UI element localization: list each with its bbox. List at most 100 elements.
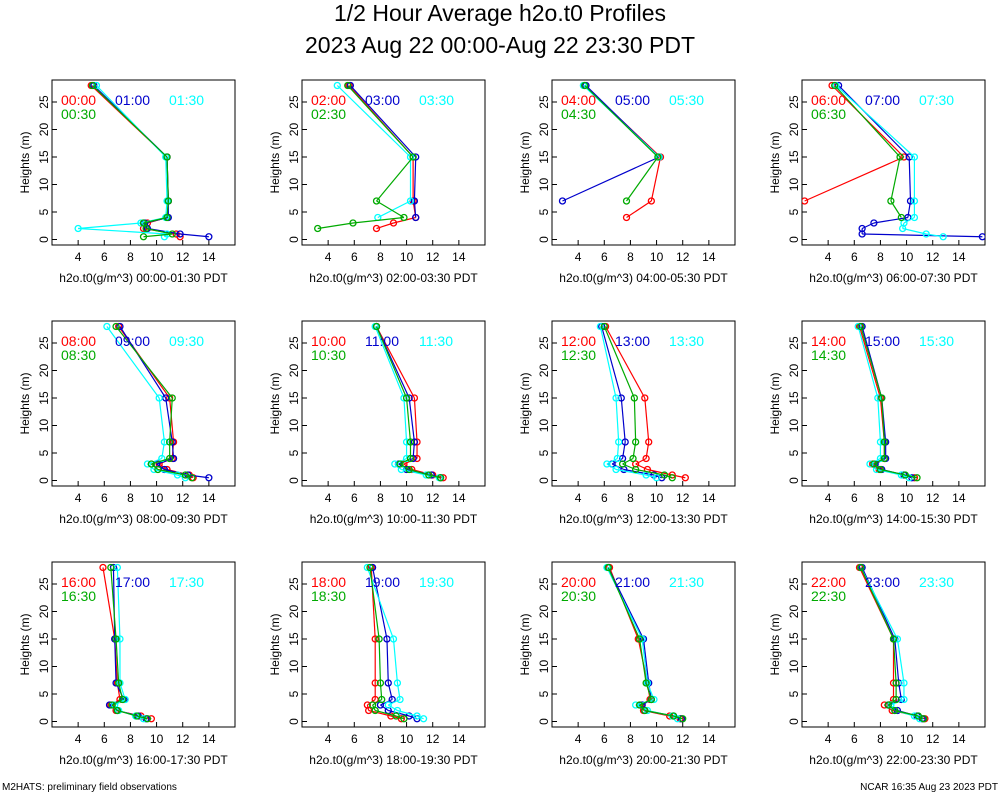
y-tick-label: 0 — [537, 477, 551, 484]
data-point — [425, 471, 433, 479]
series-line-segment — [647, 468, 673, 476]
series-line-segment — [638, 638, 647, 684]
x-axis-label: h2o.t0(g/m^3) 14:00-15:30 PDT — [809, 512, 978, 526]
data-point — [419, 715, 428, 723]
series-line-segment — [635, 457, 647, 465]
data-point — [371, 635, 379, 643]
legend-entry: 15:30 — [919, 333, 954, 349]
x-tick-label: 6 — [851, 732, 858, 746]
data-point — [612, 465, 620, 474]
series-line-segment — [639, 704, 646, 711]
legend-entry: 19:00 — [365, 574, 400, 590]
series-line-segment — [635, 463, 648, 471]
x-tick-label: 12 — [676, 250, 690, 264]
profile-panel: 4 6 8 10 12 14 0 5 10 15 20 25 h2o.t0(g/m^3) 00:00-0… — [18, 79, 236, 285]
series-line-segment — [386, 638, 389, 684]
x-tick-label: 4 — [575, 732, 582, 746]
series-line-segment — [136, 715, 148, 720]
x-tick-label: 8 — [877, 250, 884, 264]
series-line-segment — [375, 326, 415, 399]
series-line-segment — [890, 156, 901, 202]
series-line-segment — [369, 567, 380, 640]
x-tick-label: 14 — [452, 491, 466, 505]
data-point — [388, 695, 396, 704]
data-point — [168, 230, 176, 238]
y-tick-label: 25 — [537, 577, 551, 591]
data-point — [372, 322, 381, 331]
legend-entry: 02:00 — [311, 92, 346, 108]
legend-entry: 06:30 — [811, 106, 846, 122]
legend-entry: 17:00 — [115, 574, 150, 590]
data-point — [647, 197, 655, 205]
data-point — [897, 213, 905, 222]
y-tick-label: 25 — [787, 95, 801, 109]
x-tick-label: 12 — [676, 732, 690, 746]
data-point — [163, 213, 171, 222]
data-point — [910, 213, 919, 222]
series-line-segment — [405, 397, 412, 443]
x-axis-label: h2o.t0(g/m^3) 10:00-11:30 PDT — [310, 512, 478, 526]
x-tick-label: 6 — [101, 732, 108, 746]
x-tick-label: 4 — [75, 250, 82, 264]
profile-panel: 4 6 8 10 12 14 0 5 10 15 20 25 h2o.t0(g/m^3) 12:00-1… — [518, 320, 736, 526]
y-tick-label: 15 — [287, 632, 301, 646]
series-line-segment — [112, 567, 116, 640]
y-tick-label: 0 — [287, 718, 301, 725]
data-point — [679, 715, 687, 723]
y-tick-label: 0 — [37, 477, 51, 484]
y-tick-label: 20 — [287, 364, 301, 378]
data-point — [641, 394, 649, 402]
y-tick-label: 25 — [37, 95, 51, 109]
series-line-segment — [644, 397, 650, 443]
series-line-segment — [622, 457, 634, 465]
y-tick-label: 25 — [37, 336, 51, 350]
series-line-segment — [902, 227, 927, 235]
legend-entry: 02:30 — [311, 106, 346, 122]
series-line-segment — [664, 474, 673, 479]
footer-left: M2HATS: preliminary field observations — [2, 782, 177, 793]
series-line-segment — [615, 468, 647, 476]
y-tick-label: 10 — [37, 660, 51, 674]
series-line-segment — [881, 397, 885, 443]
profile-panel: 4 6 8 10 12 14 0 5 10 15 20 25 h2o.t0(g/m^3) 16:00-1… — [18, 561, 236, 767]
y-tick-label: 10 — [537, 178, 551, 192]
legend-entry: 23:30 — [919, 574, 954, 590]
data-point — [831, 81, 839, 90]
profile-panel: 4 6 8 10 12 14 0 5 10 15 20 25 h2o.t0(g/m^3) 02:00-0… — [268, 79, 486, 285]
x-axis-label: h2o.t0(g/m^3) 02:00-03:30 PDT — [309, 271, 478, 285]
legend-entry: 22:00 — [811, 574, 846, 590]
data-point — [913, 474, 921, 482]
data-point — [400, 213, 408, 222]
y-tick-label: 10 — [537, 419, 551, 433]
data-point — [652, 474, 661, 482]
legend-entry: 14:30 — [811, 347, 846, 363]
series-line-segment — [903, 216, 915, 224]
profile-panel: 4 6 8 10 12 14 0 5 10 15 20 25 h2o.t0(g/m^3) 04:00-0… — [518, 79, 736, 285]
data-point — [115, 679, 123, 687]
data-point — [333, 81, 341, 90]
y-tick-label: 0 — [537, 236, 551, 243]
y-tick-label: 20 — [37, 123, 51, 137]
y-axis-label: Heights (m) — [268, 131, 282, 193]
data-point — [392, 712, 400, 720]
y-tick-label: 25 — [287, 336, 301, 350]
data-point — [116, 635, 124, 643]
series-line-segment — [336, 85, 411, 158]
series-group — [99, 563, 155, 723]
y-tick-label: 25 — [787, 577, 801, 591]
plot-frame — [551, 320, 736, 487]
legend-entry: 07:30 — [919, 92, 954, 108]
data-point — [910, 153, 919, 161]
x-tick-label: 6 — [601, 732, 608, 746]
legend-entry: 12:30 — [561, 347, 596, 363]
data-point — [413, 712, 421, 720]
data-point — [668, 474, 676, 482]
data-point — [878, 394, 886, 402]
data-point — [160, 233, 169, 241]
y-tick-label: 0 — [37, 236, 51, 243]
legend-entry: 10:00 — [311, 333, 346, 349]
data-point — [181, 471, 189, 479]
data-point — [389, 219, 398, 227]
data-point — [630, 394, 638, 402]
data-point — [629, 454, 637, 463]
